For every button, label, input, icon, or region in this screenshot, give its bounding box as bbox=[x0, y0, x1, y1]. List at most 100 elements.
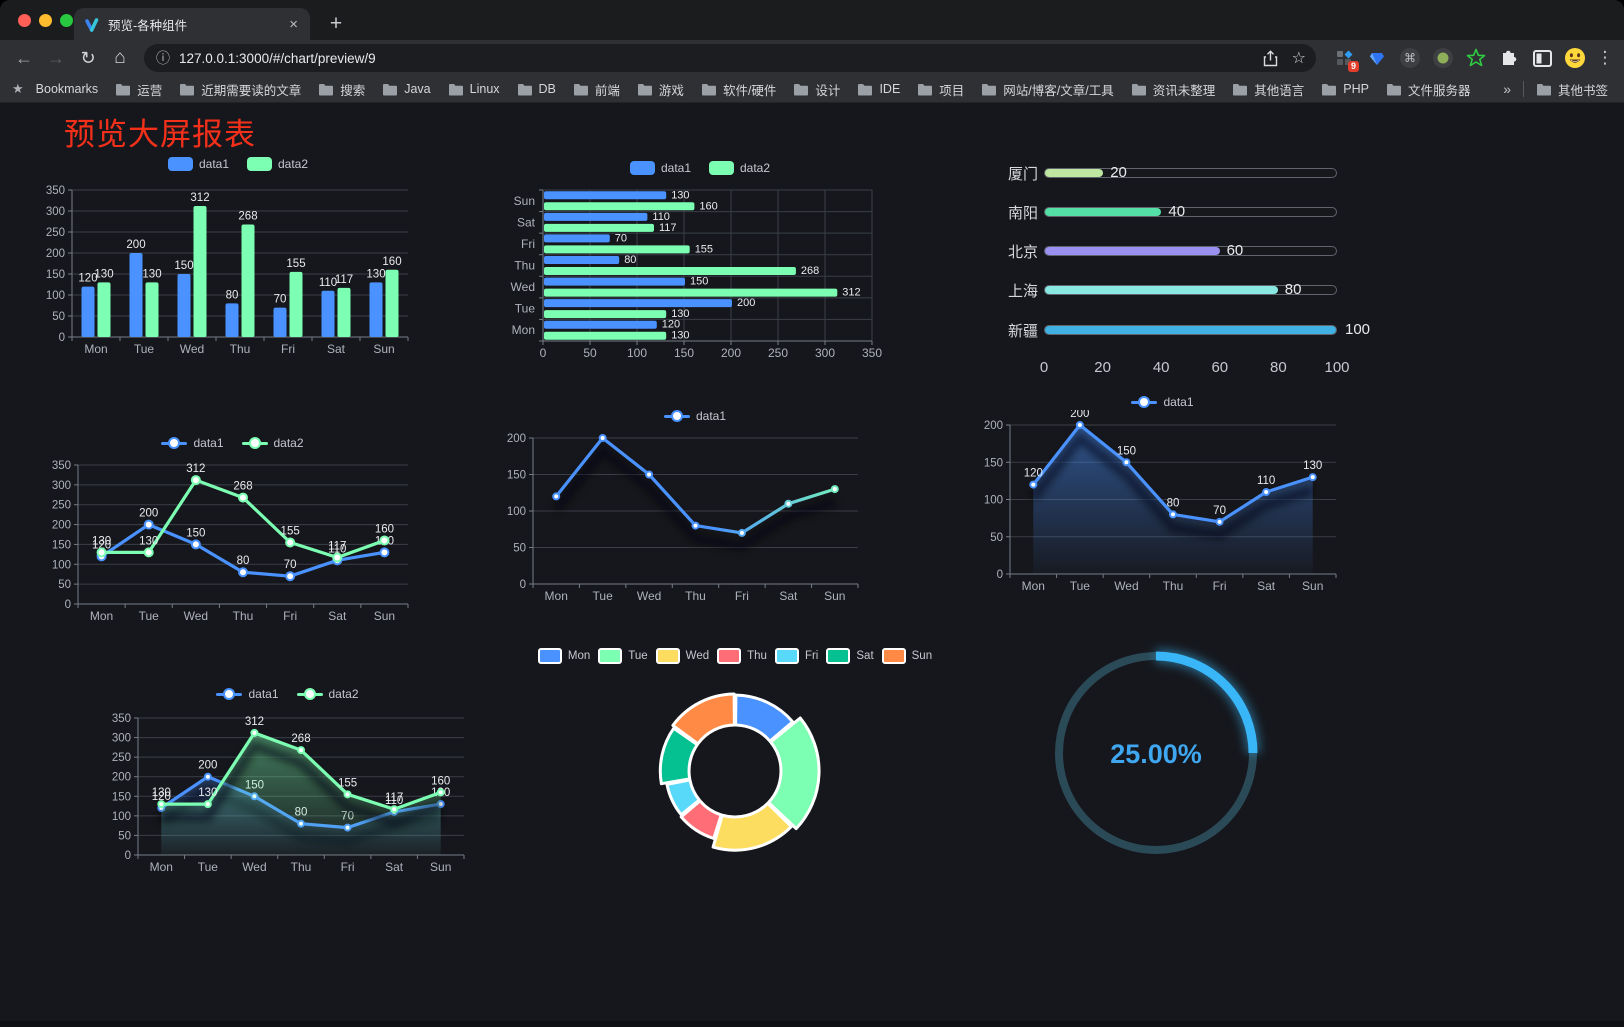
bookmarks-root-item[interactable]: ★ Bookmarks bbox=[12, 81, 98, 97]
legend-item-Tue[interactable]: Tue bbox=[598, 648, 648, 664]
svg-text:80: 80 bbox=[237, 555, 250, 567]
extensions-puzzle-icon[interactable] bbox=[1497, 46, 1521, 70]
grouped-bar-canvas[interactable]: 0 50 100 150 200 250 300 350 Mon Tue Wed Thu Fri Sat S… bbox=[36, 176, 440, 362]
bookmark-folder-item[interactable]: 资讯未整理 bbox=[1131, 80, 1215, 99]
legend-item-Sat[interactable]: Sat bbox=[826, 648, 874, 664]
bookmarks-separator bbox=[1522, 81, 1524, 97]
site-info-icon[interactable]: ⓘ bbox=[156, 50, 170, 66]
legend-item-data2[interactable]: data2 bbox=[247, 157, 308, 171]
area-line-chart[interactable]: data1 0 50 100 150 200 Mon Tue Wed Thu Fri Sat Sun 12… bbox=[975, 386, 1350, 596]
bookmark-folder-item[interactable]: Java bbox=[382, 82, 431, 96]
legend-item-Fri[interactable]: Fri bbox=[774, 648, 818, 664]
traffic-light-minimize-button[interactable] bbox=[39, 14, 52, 27]
bookmark-folder-item[interactable]: DB bbox=[517, 82, 556, 96]
legend-item-data1[interactable]: data1 bbox=[1131, 395, 1194, 409]
bookmark-folder-item[interactable]: 前端 bbox=[573, 80, 620, 99]
two-line-canvas[interactable]: 0 50 100 150 200 250 300 350 Mon Tue Wed Thu Fri Sat S… bbox=[45, 451, 420, 630]
gauge-canvas[interactable]: 25.00% bbox=[1040, 638, 1272, 870]
grouped-bar-chart[interactable]: data1 data2 0 50 100 150 200 250 300 350 Mon Tue Wed… bbox=[36, 150, 440, 362]
bookmark-folder-item[interactable]: PHP bbox=[1321, 82, 1369, 96]
bookmark-folder-item[interactable]: 近期需要读的文章 bbox=[179, 80, 301, 99]
bookmark-folder-item[interactable]: 设计 bbox=[793, 80, 840, 99]
legend-label: Mon bbox=[567, 650, 591, 662]
area-line-canvas[interactable]: 0 50 100 150 200 Mon Tue Wed Thu Fri Sat Sun 120 200 1… bbox=[975, 410, 1350, 596]
svg-text:120: 120 bbox=[1024, 468, 1043, 480]
bookmark-folder-item[interactable]: 其他语言 bbox=[1232, 80, 1304, 99]
folder-icon bbox=[701, 83, 716, 95]
browser-tab[interactable]: 预览-各种组件 × bbox=[74, 8, 310, 40]
traffic-light-close-button[interactable] bbox=[18, 14, 31, 27]
browser-menu-icon[interactable]: ⋮ bbox=[1596, 48, 1614, 67]
svg-text:Mon: Mon bbox=[150, 860, 173, 874]
bookmark-folder-item[interactable]: 文件服务器 bbox=[1386, 80, 1470, 99]
rose-pie-chart[interactable]: Mon Tue Wed Thu Fri Sat Sun bbox=[537, 640, 932, 880]
forward-icon[interactable]: → bbox=[47, 47, 65, 68]
legend-item-data1[interactable]: data1 bbox=[663, 409, 726, 423]
tab-manager-extension-icon[interactable]: 9 bbox=[1332, 46, 1359, 72]
svg-text:0: 0 bbox=[65, 599, 71, 611]
command-extension-icon[interactable]: ⌘ bbox=[1398, 46, 1422, 70]
legend-item-Wed[interactable]: Wed bbox=[655, 648, 709, 664]
svg-text:Fri: Fri bbox=[283, 609, 297, 623]
bookmark-folder-item[interactable]: 游戏 bbox=[637, 80, 684, 99]
bookmark-folder-item[interactable]: 软件/硬件 bbox=[701, 80, 776, 99]
bookmark-folder-item[interactable]: 网站/博客/文章/工具 bbox=[981, 80, 1114, 99]
address-bar[interactable]: ⓘ 127.0.0.1:3000/#/chart/preview/9 ☆ bbox=[144, 44, 1316, 72]
record-extension-icon[interactable] bbox=[1431, 46, 1455, 70]
new-tab-button[interactable]: + bbox=[329, 12, 343, 35]
svg-text:Mon: Mon bbox=[512, 323, 535, 337]
gradient-line-canvas[interactable]: 0 50 100 150 200 Mon Tue Wed Thu Fri Sat Sun bbox=[505, 424, 885, 603]
share-icon[interactable] bbox=[1263, 49, 1278, 67]
svg-text:Wed: Wed bbox=[242, 860, 266, 874]
svg-text:Tue: Tue bbox=[139, 609, 160, 623]
bookmark-folder-item[interactable]: 项目 bbox=[917, 80, 964, 99]
folder-icon bbox=[1386, 83, 1401, 95]
svg-text:Tue: Tue bbox=[198, 860, 219, 874]
home-icon[interactable]: ⌂ bbox=[114, 47, 126, 68]
progress-label-南阳: 南阳 bbox=[1007, 205, 1038, 222]
legend-item-data2[interactable]: data2 bbox=[241, 436, 304, 450]
legend-item-data1[interactable]: data1 bbox=[167, 157, 229, 171]
legend-item-data2[interactable]: data2 bbox=[296, 687, 359, 701]
gem-extension-icon[interactable] bbox=[1365, 46, 1389, 70]
bookmark-folder-item[interactable]: 搜索 bbox=[318, 80, 365, 99]
tab-close-icon[interactable]: × bbox=[289, 15, 298, 33]
gradient-line-chart[interactable]: data1 0 50 100 150 200 Mon Tue Wed Thu Fri Sat Sun bbox=[505, 398, 885, 603]
svg-text:100: 100 bbox=[984, 495, 1003, 507]
two-series-line-chart[interactable]: data1 data2 0 50 100 150 200 250 300 350 Mon Tue Wed… bbox=[45, 425, 420, 630]
bookmark-star-icon[interactable]: ☆ bbox=[1291, 50, 1306, 67]
gauge-chart[interactable]: 25.00% bbox=[1040, 638, 1272, 870]
legend-item-data1[interactable]: data1 bbox=[629, 161, 691, 175]
folder-icon bbox=[794, 83, 809, 95]
green-star-extension-icon[interactable] bbox=[1464, 46, 1488, 70]
bookmark-folder-label: 近期需要读的文章 bbox=[201, 83, 302, 98]
bookmark-folder-item[interactable]: IDE bbox=[857, 82, 900, 96]
legend-item-data1[interactable]: data1 bbox=[216, 687, 279, 701]
other-bookmarks-item[interactable]: 其他书签 bbox=[1536, 80, 1608, 99]
legend-item-Thu[interactable]: Thu bbox=[717, 648, 767, 664]
svg-text:200: 200 bbox=[198, 760, 217, 772]
bookmarks-overflow-icon[interactable]: » bbox=[1503, 81, 1511, 97]
back-icon[interactable]: ← bbox=[15, 47, 33, 68]
legend-item-data1[interactable]: data1 bbox=[161, 436, 224, 450]
reload-icon[interactable]: ↻ bbox=[80, 47, 96, 68]
two-area-canvas[interactable]: 0 50 100 150 200 250 300 350 Mon Tue Wed Thu Fri Sat S… bbox=[100, 704, 475, 883]
bookmark-folder-item[interactable]: 运营 bbox=[115, 80, 162, 99]
legend-item-data2[interactable]: data2 bbox=[709, 161, 770, 175]
legend-label: Thu bbox=[747, 650, 767, 662]
svg-text:150: 150 bbox=[1117, 445, 1136, 457]
emoji-extension-icon[interactable] bbox=[1563, 46, 1587, 70]
legend-item-Mon[interactable]: Mon bbox=[537, 648, 591, 664]
progress-bar-chart[interactable]: 厦门 20 南阳 40 北京 60 上海 80 新疆 100 0 20 40 60 80 100 bbox=[1000, 150, 1380, 385]
progress-fill bbox=[1045, 326, 1336, 334]
rose-pie-canvas[interactable] bbox=[543, 668, 927, 880]
legend-swatch bbox=[296, 687, 323, 700]
traffic-light-zoom-button[interactable] bbox=[60, 14, 73, 27]
legend-item-Sun[interactable]: Sun bbox=[881, 648, 932, 664]
two-series-area-chart[interactable]: data1 data2 0 50 100 150 200 250 300 350 Mon Tue Wed… bbox=[100, 678, 475, 883]
side-panel-icon[interactable] bbox=[1530, 46, 1554, 70]
horizontal-bar-chart[interactable]: data1 data2 0 50 100 150 200 250 300 350 Mon 120 130… bbox=[505, 152, 895, 364]
bookmark-folder-item[interactable]: Linux bbox=[448, 82, 500, 96]
url-text[interactable]: 127.0.0.1:3000/#/chart/preview/9 bbox=[179, 50, 376, 66]
